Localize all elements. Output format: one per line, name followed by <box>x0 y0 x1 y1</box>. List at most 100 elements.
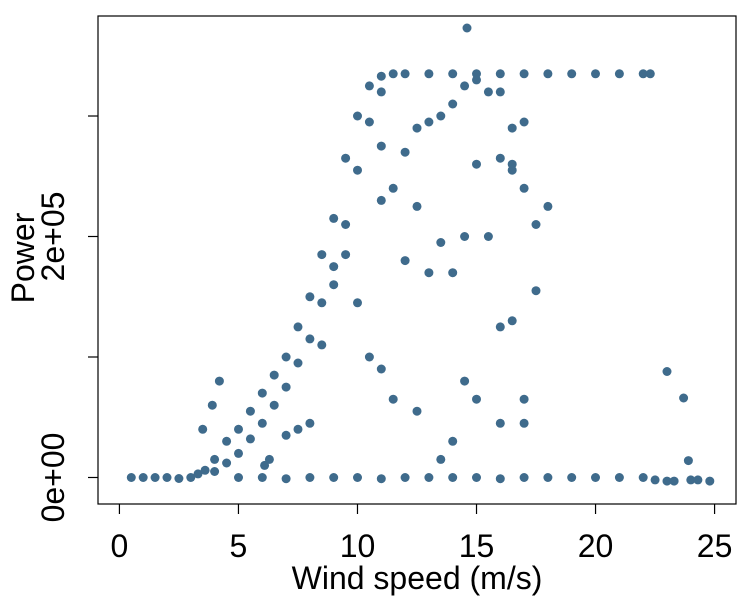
data-point <box>436 238 446 247</box>
data-point <box>412 406 422 416</box>
x-tick-label: 20 <box>578 528 614 564</box>
data-point <box>198 424 208 434</box>
data-point <box>507 316 517 326</box>
x-tick-label: 5 <box>230 528 248 564</box>
data-point <box>460 376 470 386</box>
data-point <box>519 418 529 428</box>
data-point <box>495 474 505 484</box>
data-point <box>222 436 232 446</box>
y-tick-label: 2e+05 <box>35 192 71 282</box>
data-point <box>400 147 410 157</box>
data-point <box>472 394 481 404</box>
data-point <box>614 473 624 482</box>
data-point <box>257 388 267 398</box>
data-point <box>567 69 577 79</box>
data-point <box>126 473 136 482</box>
data-point <box>376 87 386 97</box>
data-point <box>329 262 339 272</box>
data-point <box>200 465 210 475</box>
data-point <box>472 75 481 85</box>
data-point <box>543 473 553 482</box>
data-point <box>353 165 362 175</box>
data-point <box>462 23 472 33</box>
data-point <box>305 334 315 344</box>
data-point <box>257 473 267 482</box>
data-point <box>424 268 434 278</box>
data-point <box>662 476 672 486</box>
data-point <box>543 201 553 211</box>
data-point <box>531 220 541 229</box>
data-point <box>293 358 303 368</box>
data-point <box>591 473 600 482</box>
data-point <box>269 400 279 410</box>
data-point <box>234 424 243 434</box>
data-point <box>436 454 446 464</box>
data-point <box>376 141 386 151</box>
data-point <box>305 418 315 428</box>
data-point <box>162 473 172 482</box>
data-point <box>388 69 398 79</box>
data-point <box>341 250 351 260</box>
data-point <box>281 352 291 362</box>
data-point <box>174 474 184 483</box>
data-point <box>329 213 339 223</box>
data-point <box>388 394 398 404</box>
data-point <box>281 430 291 440</box>
data-point <box>293 424 303 434</box>
data-point <box>353 473 362 482</box>
data-point <box>376 364 386 374</box>
data-point <box>705 476 715 486</box>
x-axis: 0 5 10 15 20 25 <box>111 504 733 564</box>
data-point <box>341 220 351 229</box>
data-point <box>519 117 529 127</box>
data-point <box>364 81 374 91</box>
data-point <box>317 298 327 308</box>
data-point <box>400 69 410 79</box>
data-point <box>376 195 386 205</box>
data-point <box>364 117 374 127</box>
data-point <box>693 475 703 485</box>
y-axis: 0e+00 2e+05 <box>35 115 98 523</box>
data-point <box>353 111 362 121</box>
data-point <box>519 473 529 482</box>
data-point <box>495 87 505 97</box>
data-point <box>448 268 458 278</box>
x-tick-label: 25 <box>697 528 733 564</box>
plot-frame <box>97 15 737 505</box>
data-point <box>679 393 689 403</box>
data-point <box>186 473 196 482</box>
data-point <box>269 370 279 380</box>
data-point <box>495 322 505 332</box>
data-point <box>436 111 446 121</box>
data-point <box>257 418 267 428</box>
data-point <box>424 117 434 127</box>
data-point <box>567 473 577 482</box>
data-point <box>305 292 315 302</box>
data-point <box>650 475 660 485</box>
data-point <box>293 322 303 332</box>
data-point <box>686 475 696 485</box>
data-point <box>353 298 362 308</box>
x-tick-label: 15 <box>459 528 495 564</box>
data-point <box>448 436 458 446</box>
y-tick-label: 0e+00 <box>35 433 71 523</box>
data-point <box>138 473 148 482</box>
data-point <box>281 474 291 484</box>
data-point <box>193 469 203 479</box>
x-tick-label: 0 <box>111 528 129 564</box>
data-point <box>645 69 655 79</box>
data-point <box>412 201 422 211</box>
data-point <box>281 382 291 392</box>
data-point <box>460 232 470 241</box>
data-point <box>376 71 386 81</box>
data-point <box>543 69 553 79</box>
points-layer <box>126 23 715 486</box>
data-point <box>669 476 679 486</box>
data-point <box>264 454 274 464</box>
data-point <box>207 400 217 410</box>
data-point <box>614 69 624 79</box>
data-point <box>222 458 232 468</box>
data-point <box>400 256 410 266</box>
x-axis-label: Wind speed (m/s) <box>292 560 543 596</box>
